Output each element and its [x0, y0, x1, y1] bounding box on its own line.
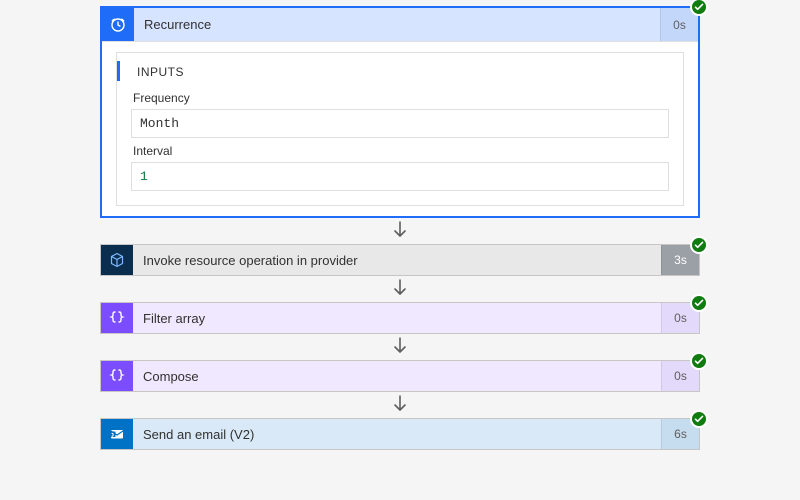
step-invoke: Invoke resource operation in provider 3s [100, 244, 700, 276]
inputs-panel: INPUTS Frequency Month Interval 1 [116, 52, 684, 206]
panel-accent-bar [117, 61, 120, 81]
status-success-icon [690, 0, 708, 16]
step-header[interactable]: Recurrence 0s [102, 8, 698, 42]
step-header[interactable]: Send an email (V2) 6s [100, 418, 700, 450]
field-label-frequency: Frequency [133, 91, 667, 105]
connector-arrow [392, 276, 408, 302]
mail-icon [101, 419, 133, 449]
status-success-icon [690, 294, 708, 312]
step-title: Recurrence [134, 8, 660, 41]
step-header[interactable]: Invoke resource operation in provider 3s [100, 244, 700, 276]
clock-icon [102, 8, 134, 41]
step-title: Invoke resource operation in provider [133, 245, 661, 275]
status-success-icon [690, 236, 708, 254]
connector-arrow [392, 392, 408, 418]
connector-arrow [392, 218, 408, 244]
step-title: Filter array [133, 303, 661, 333]
status-success-icon [690, 352, 708, 370]
field-value-frequency[interactable]: Month [131, 109, 669, 138]
inputs-heading: INPUTS [131, 65, 669, 79]
step-title: Send an email (V2) [133, 419, 661, 449]
step-header[interactable]: Compose 0s [100, 360, 700, 392]
step-compose: Compose 0s [100, 360, 700, 392]
step-send-email: Send an email (V2) 6s [100, 418, 700, 450]
step-title: Compose [133, 361, 661, 391]
cube-icon [101, 245, 133, 275]
braces-icon [101, 361, 133, 391]
braces-icon [101, 303, 133, 333]
field-label-interval: Interval [133, 144, 667, 158]
field-value-interval[interactable]: 1 [131, 162, 669, 191]
connector-arrow [392, 334, 408, 360]
step-header[interactable]: Filter array 0s [100, 302, 700, 334]
workflow-canvas: Recurrence 0s INPUTS Frequency Month Int… [0, 0, 800, 500]
status-success-icon [690, 410, 708, 428]
step-recurrence: Recurrence 0s INPUTS Frequency Month Int… [100, 6, 700, 218]
step-filter-array: Filter array 0s [100, 302, 700, 334]
